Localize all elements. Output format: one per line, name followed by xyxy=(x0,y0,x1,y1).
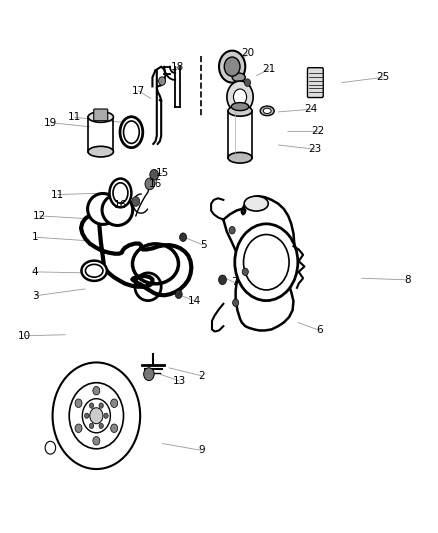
Ellipse shape xyxy=(85,264,103,277)
Text: 23: 23 xyxy=(309,144,322,154)
Circle shape xyxy=(219,275,226,285)
Text: 2: 2 xyxy=(198,371,205,381)
Text: 6: 6 xyxy=(316,326,323,335)
Text: 8: 8 xyxy=(404,275,411,285)
Circle shape xyxy=(244,235,289,290)
Ellipse shape xyxy=(110,179,131,207)
Text: 10: 10 xyxy=(18,331,31,341)
Circle shape xyxy=(219,51,245,83)
Text: 3: 3 xyxy=(32,291,39,301)
Text: 20: 20 xyxy=(241,49,254,58)
Text: 16: 16 xyxy=(114,200,127,210)
Circle shape xyxy=(111,399,118,407)
Text: 25: 25 xyxy=(377,72,390,82)
Circle shape xyxy=(233,89,247,105)
Circle shape xyxy=(75,424,82,433)
Ellipse shape xyxy=(88,112,113,123)
Circle shape xyxy=(180,233,187,241)
Ellipse shape xyxy=(228,106,252,116)
Circle shape xyxy=(132,197,140,206)
Text: 24: 24 xyxy=(304,104,318,114)
Ellipse shape xyxy=(120,117,143,148)
Text: 13: 13 xyxy=(173,376,186,386)
Text: 7: 7 xyxy=(231,278,238,287)
Circle shape xyxy=(93,386,100,395)
Circle shape xyxy=(75,399,82,407)
Ellipse shape xyxy=(124,121,139,143)
Text: 11: 11 xyxy=(68,112,81,122)
Circle shape xyxy=(159,77,166,85)
Circle shape xyxy=(85,413,89,418)
Circle shape xyxy=(93,437,100,445)
Circle shape xyxy=(227,81,253,113)
Text: 15: 15 xyxy=(155,168,169,178)
Circle shape xyxy=(224,57,240,76)
Text: 21: 21 xyxy=(263,64,276,74)
Ellipse shape xyxy=(231,102,249,110)
Ellipse shape xyxy=(263,108,271,114)
Ellipse shape xyxy=(113,183,128,203)
Ellipse shape xyxy=(102,195,133,225)
Text: 5: 5 xyxy=(200,240,207,250)
Text: 19: 19 xyxy=(44,118,57,127)
Ellipse shape xyxy=(244,196,268,211)
Text: 12: 12 xyxy=(33,211,46,221)
Text: 22: 22 xyxy=(311,126,324,135)
Circle shape xyxy=(99,423,103,429)
Circle shape xyxy=(99,403,103,408)
Text: 11: 11 xyxy=(50,190,64,199)
Text: 17: 17 xyxy=(131,86,145,95)
Text: 4: 4 xyxy=(32,267,39,277)
Text: 1: 1 xyxy=(32,232,39,242)
Ellipse shape xyxy=(88,146,113,157)
Circle shape xyxy=(111,424,118,433)
FancyBboxPatch shape xyxy=(94,109,108,121)
Text: 9: 9 xyxy=(198,446,205,455)
Circle shape xyxy=(90,408,103,424)
Text: 14: 14 xyxy=(188,296,201,306)
Ellipse shape xyxy=(232,73,245,82)
Circle shape xyxy=(235,224,298,301)
Circle shape xyxy=(89,403,94,408)
Circle shape xyxy=(175,290,182,298)
Circle shape xyxy=(229,227,235,234)
Text: 18: 18 xyxy=(171,62,184,71)
Circle shape xyxy=(233,299,239,306)
Ellipse shape xyxy=(81,261,107,281)
Circle shape xyxy=(244,79,251,86)
Circle shape xyxy=(145,178,155,190)
Ellipse shape xyxy=(88,193,118,224)
Ellipse shape xyxy=(260,106,274,116)
Ellipse shape xyxy=(228,152,252,163)
FancyBboxPatch shape xyxy=(307,68,323,98)
Circle shape xyxy=(242,268,248,276)
Circle shape xyxy=(89,423,94,429)
Circle shape xyxy=(150,169,159,180)
Text: 16: 16 xyxy=(149,179,162,189)
Circle shape xyxy=(104,413,108,418)
Circle shape xyxy=(144,368,154,381)
